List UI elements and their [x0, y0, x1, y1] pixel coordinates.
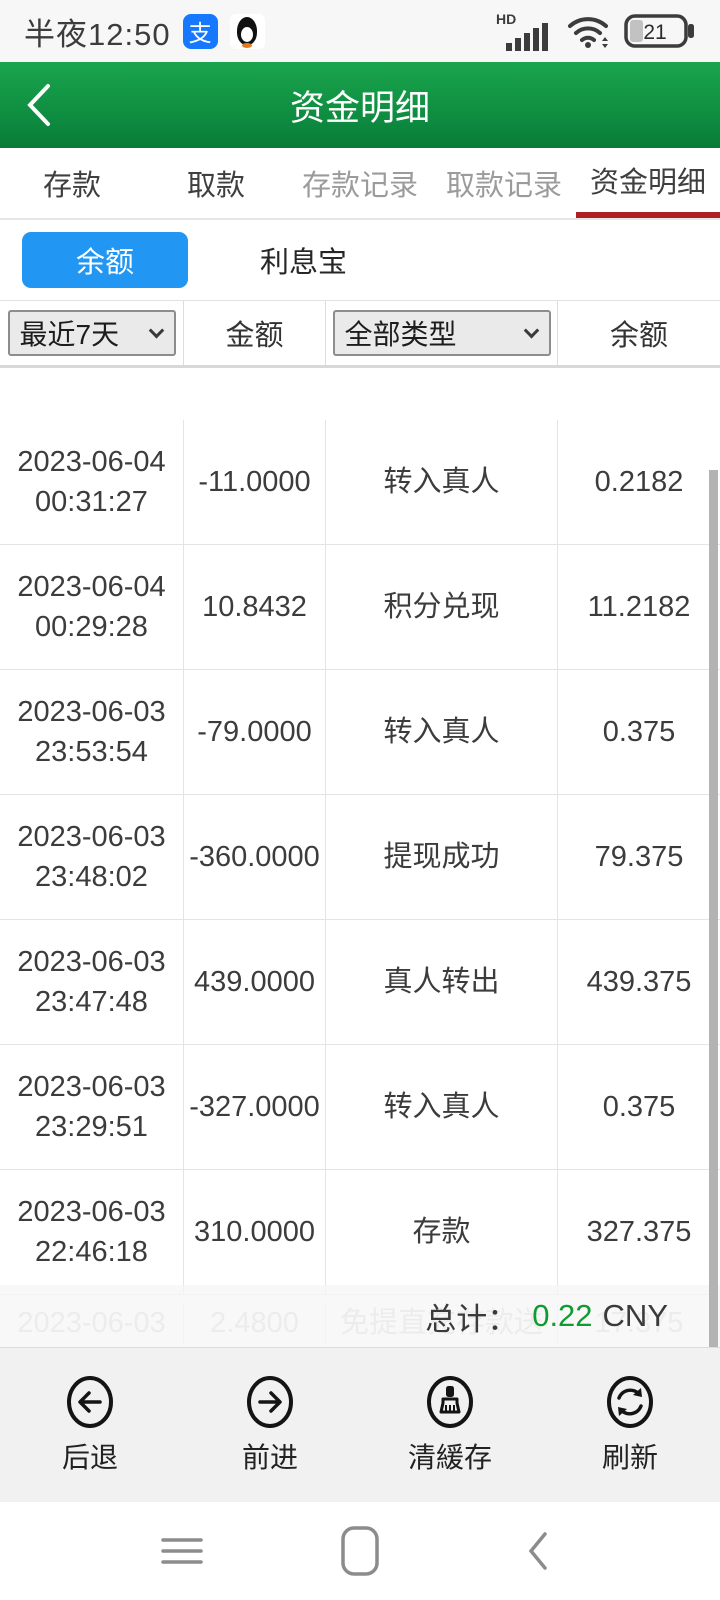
type-filter-select[interactable]: 全部类型: [332, 310, 551, 356]
signal-strength-icon: HD: [496, 11, 548, 51]
cell-type: 真人转出: [326, 920, 558, 1044]
subtab-interest[interactable]: 利息宝: [260, 247, 348, 279]
cell-type: 积分兑现: [326, 545, 558, 669]
tab-fund-details[interactable]: 资金明细: [576, 148, 720, 218]
cell-type: 转入真人: [326, 670, 558, 794]
table-row: 2023-06-03 23:29:51 -327.0000 转入真人 0.375: [0, 1045, 720, 1170]
cell-amount: -11.0000: [184, 420, 326, 544]
wifi-icon: [568, 17, 608, 48]
tab-withdraw-records[interactable]: 取款记录: [445, 170, 562, 202]
clear-cache-button[interactable]: 清緩存: [360, 1374, 540, 1476]
cell-amount: -360.0000: [184, 795, 326, 919]
tab-deposit-records[interactable]: 存款记录: [301, 170, 418, 202]
cell-type: 提现成功: [326, 795, 558, 919]
battery-percent: 21: [643, 21, 666, 44]
clock: 半夜12:50: [24, 16, 171, 52]
tab-deposit[interactable]: 存款: [42, 170, 101, 202]
cell-amount: 439.0000: [184, 920, 326, 1044]
circle-arrow-right-icon: [247, 1376, 293, 1428]
table-row: 2023-06-03 23:48:02 -360.0000 提现成功 79.375: [0, 795, 720, 920]
transactions-table: 2023-06-04 00:31:27 -11.0000 转入真人 0.2182 …: [0, 368, 720, 1347]
cell-datetime: 2023-06-03 23:29:51: [0, 1045, 184, 1169]
cell-amount: 10.8432: [184, 545, 326, 669]
filter-row: 最近7天 金额 全部类型 余额: [0, 300, 720, 368]
brush-icon: [427, 1376, 473, 1428]
cell-datetime: 2023-06-03 23:47:48: [0, 920, 184, 1044]
cell-datetime: 2023-06-03 22:46:18: [0, 1170, 184, 1294]
amount-column-header: 金额: [184, 301, 326, 365]
back-chevron-icon[interactable]: [22, 62, 82, 148]
tab-bar: 存款 取款 存款记录 取款记录 资金明细: [0, 148, 720, 220]
cell-datetime: 2023-06-04 00:31:27: [0, 420, 184, 544]
cell-amount: -79.0000: [184, 670, 326, 794]
tab-withdraw[interactable]: 取款: [186, 170, 245, 202]
alipay-icon: 支: [182, 13, 218, 49]
page-title: 资金明细: [289, 88, 430, 128]
cell-type: 转入真人: [326, 1045, 558, 1169]
sub-tab-bar: 余额 利息宝: [0, 220, 720, 300]
refresh-button[interactable]: 刷新: [540, 1374, 720, 1476]
menu-icon: [161, 1538, 203, 1564]
home-icon: [341, 1526, 379, 1576]
cell-balance: 11.2182: [587, 591, 691, 623]
cell-type: 转入真人: [326, 420, 558, 544]
total-value: 0.22: [532, 1298, 593, 1333]
cell-balance: 0.375: [602, 1091, 676, 1123]
date-range-select[interactable]: 最近7天: [7, 310, 176, 356]
android-back-button[interactable]: [508, 1521, 568, 1581]
qq-penguin-icon: [229, 13, 265, 49]
table-row: 2023-06-03 23:47:48 439.0000 真人转出 439.375: [0, 920, 720, 1045]
type-filter-value: 全部类型: [344, 319, 457, 350]
table-row: 2023-06-04 00:29:28 10.8432 积分兑现 11.2182: [0, 545, 720, 670]
battery-icon: 21: [624, 14, 694, 48]
date-range-value: 最近7天: [19, 319, 120, 350]
table-row: 2023-06-03 23:53:54 -79.0000 转入真人 0.375: [0, 670, 720, 795]
circle-arrow-left-icon: [67, 1376, 113, 1428]
back-button[interactable]: 后退: [0, 1374, 180, 1476]
cell-balance: 327.375: [586, 1216, 692, 1248]
cell-datetime: 2023-06-03 23:53:54: [0, 670, 184, 794]
cell-datetime: 2023-06-04 00:29:28: [0, 545, 184, 669]
table-row: 2023-06-04 00:31:27 -11.0000 转入真人 0.2182: [0, 420, 720, 545]
cell-amount: 310.0000: [184, 1170, 326, 1294]
cell-balance: 0.2182: [594, 466, 684, 498]
status-bar: 半夜12:50 支 HD 21: [0, 0, 720, 62]
app-header: 资金明细: [0, 62, 720, 148]
total-currency: CNY: [602, 1298, 668, 1333]
chevron-down-icon: [523, 322, 539, 338]
refresh-icon: [607, 1376, 653, 1428]
chevron-left-icon: [528, 1532, 547, 1570]
scrollbar-thumb[interactable]: [709, 470, 718, 1347]
forward-button[interactable]: 前进: [180, 1374, 360, 1476]
android-home-button[interactable]: [330, 1521, 390, 1581]
cell-balance: 439.375: [586, 966, 692, 998]
cell-amount: -327.0000: [184, 1045, 326, 1169]
chevron-down-icon: [148, 322, 164, 338]
android-nav-bar: [0, 1502, 720, 1600]
cell-datetime: 2023-06-03 23:48:02: [0, 795, 184, 919]
total-label: 总计：: [425, 1301, 519, 1337]
total-bar: 总计： 0.22 CNY: [0, 1285, 720, 1347]
table-row: 2023-06-03 22:46:18 310.0000 存款 327.375: [0, 1170, 720, 1295]
balance-column-header: 余额: [609, 320, 668, 352]
cell-type: 存款: [326, 1170, 558, 1294]
subtab-balance[interactable]: 余额: [22, 232, 188, 288]
hd-label: HD: [496, 11, 516, 27]
cell-balance: 0.375: [602, 716, 676, 748]
android-menu-button[interactable]: [152, 1521, 212, 1581]
cell-balance: 79.375: [594, 841, 684, 873]
browser-toolbar: 后退 前进 清緩存 刷新: [0, 1347, 720, 1502]
